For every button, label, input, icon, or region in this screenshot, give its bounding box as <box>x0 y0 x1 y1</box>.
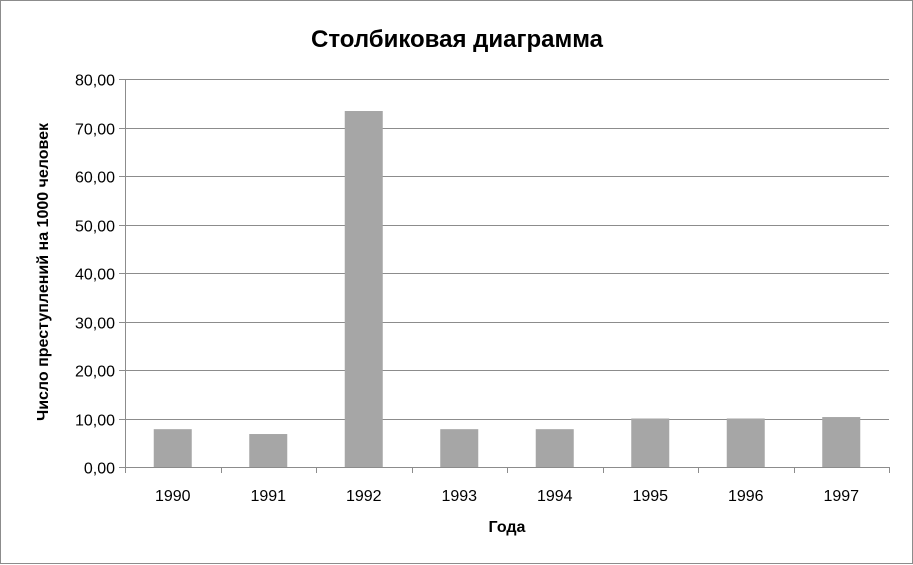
chart-title: Столбиковая диаграмма <box>311 26 604 53</box>
x-tick-label: 1990 <box>155 488 191 505</box>
y-tick-label: 10,00 <box>75 413 115 430</box>
y-axis-ticks: 0,00 10,00 20,00 30,00 40,00 50,00 60,00 70,00 8… <box>75 73 126 478</box>
y-tick-label: 70,00 <box>75 122 115 139</box>
bar-1992 <box>344 111 383 467</box>
y-tick-label: 20,00 <box>75 364 115 381</box>
x-tick-label: 1991 <box>250 488 286 505</box>
y-tick-label: 30,00 <box>75 316 115 333</box>
bar-1995 <box>631 418 670 467</box>
bar-1993 <box>440 429 479 467</box>
gridlines <box>125 79 889 420</box>
y-tick-label: 50,00 <box>75 219 115 236</box>
x-tick-label: 1997 <box>823 488 859 505</box>
bar-1997 <box>822 417 861 467</box>
x-axis <box>125 467 890 473</box>
bar-1990 <box>153 429 192 467</box>
x-tick-label: 1995 <box>632 488 668 505</box>
x-tick-label: 1994 <box>537 488 573 505</box>
x-tick-label: 1993 <box>441 488 477 505</box>
x-tick-label: 1996 <box>728 488 764 505</box>
x-axis-title: Года <box>489 519 526 536</box>
y-tick-label: 60,00 <box>75 170 115 187</box>
bar-1994 <box>535 429 574 467</box>
y-tick-label: 40,00 <box>75 267 115 284</box>
bars <box>153 111 861 467</box>
x-axis-ticks: 1990 1991 1992 1993 1994 1995 1996 1997 <box>155 488 859 505</box>
y-tick-label: 0,00 <box>84 461 115 478</box>
x-tick-label: 1992 <box>346 488 382 505</box>
bar-1996 <box>726 418 765 467</box>
bar-1991 <box>249 434 288 467</box>
y-axis-title: Число преступлений на 1000 человек <box>35 122 52 421</box>
y-tick-label: 80,00 <box>75 73 115 90</box>
